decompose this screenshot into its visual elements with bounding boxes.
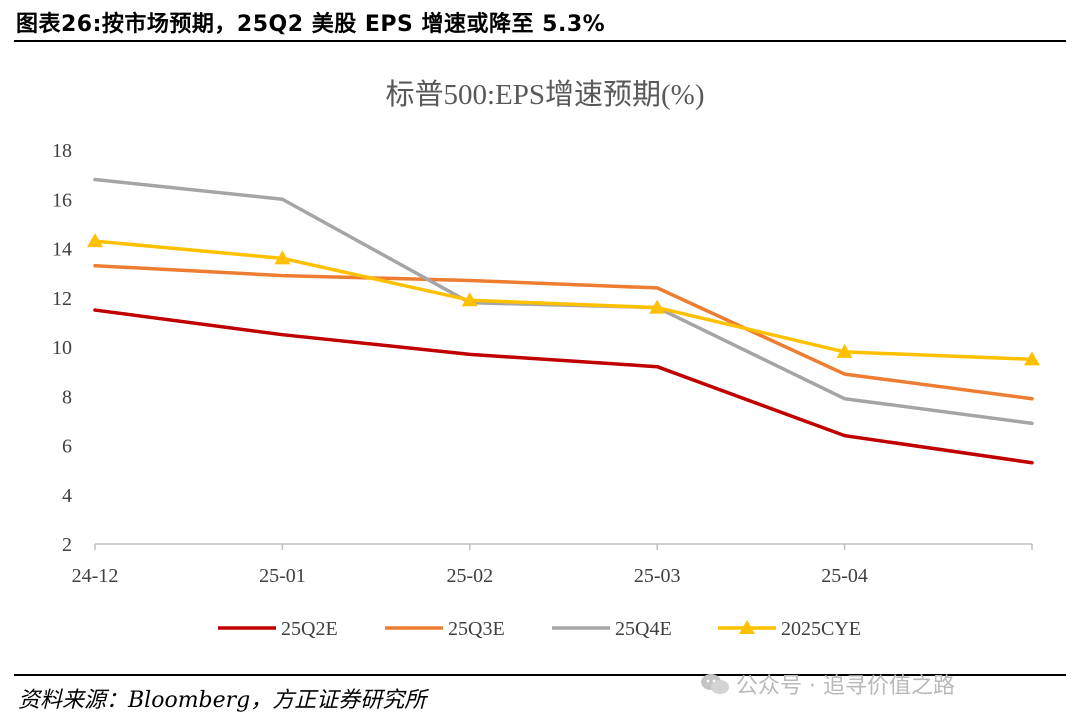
- y-tick-label: 16: [52, 189, 72, 211]
- y-tick-label: 8: [62, 386, 72, 408]
- y-tick-label: 18: [52, 140, 72, 162]
- watermark: 公众号 · 追寻价值之路: [700, 668, 955, 700]
- series-line-25Q3E: [93, 263, 1034, 401]
- watermark-text: 公众号 · 追寻价值之路: [736, 674, 955, 699]
- y-tick-label: 12: [52, 288, 72, 310]
- figure-title: 图表26:按市场预期，25Q2 美股 EPS 增速或降至 5.3%: [16, 12, 606, 37]
- series-marker-2025CYE: [87, 233, 103, 248]
- y-tick-label: 10: [52, 337, 72, 359]
- x-tick-label: 25-01: [259, 565, 306, 587]
- y-tick-label: 4: [62, 485, 72, 507]
- series-marker-2025CYE: [1024, 351, 1040, 366]
- legend-label-25Q3E: 25Q3E: [448, 618, 505, 640]
- x-tick-label: 25-04: [821, 565, 868, 587]
- x-tick-label: 25-03: [634, 565, 681, 587]
- series-line-25Q4E: [93, 177, 1034, 426]
- legend-label-25Q4E: 25Q4E: [615, 618, 672, 640]
- x-tick-label: 24-12: [72, 565, 119, 587]
- series-marker-2025CYE: [461, 292, 478, 307]
- series-marker-2025CYE: [274, 250, 291, 265]
- series-line-25Q2E: [93, 308, 1034, 465]
- bottom-rule: [14, 674, 1066, 676]
- axes: 24-12 25-01 25-02 25-03 25-04 2 4 6 8 10 12 14 16 18: [52, 140, 1033, 587]
- series-marker-2025CYE: [649, 299, 666, 314]
- y-tick-label: 14: [52, 239, 72, 261]
- source-note: 资料来源：Bloomberg，方正证券研究所: [18, 688, 427, 713]
- legend-marker-2025CYE: [739, 620, 755, 634]
- chart-title: 标普500:EPS增速预期(%): [385, 78, 704, 111]
- series-line-2025CYE: [93, 239, 1034, 362]
- series-layer: [87, 177, 1040, 465]
- wechat-icon: [701, 674, 729, 694]
- legend: 25Q2E 25Q3E 25Q4E 2025CYE: [218, 618, 861, 640]
- legend-label-2025CYE: 2025CYE: [781, 618, 861, 640]
- top-rule: [14, 40, 1066, 42]
- x-tick-label: 25-02: [446, 565, 493, 587]
- y-tick-label: 2: [62, 534, 72, 556]
- y-tick-label: 6: [62, 436, 72, 458]
- line-chart: 标普500:EPS增速预期(%) 24-12 25-01 25-02 25-03 25-…: [52, 78, 1040, 640]
- series-marker-2025CYE: [836, 343, 853, 358]
- legend-label-25Q2E: 25Q2E: [281, 618, 338, 640]
